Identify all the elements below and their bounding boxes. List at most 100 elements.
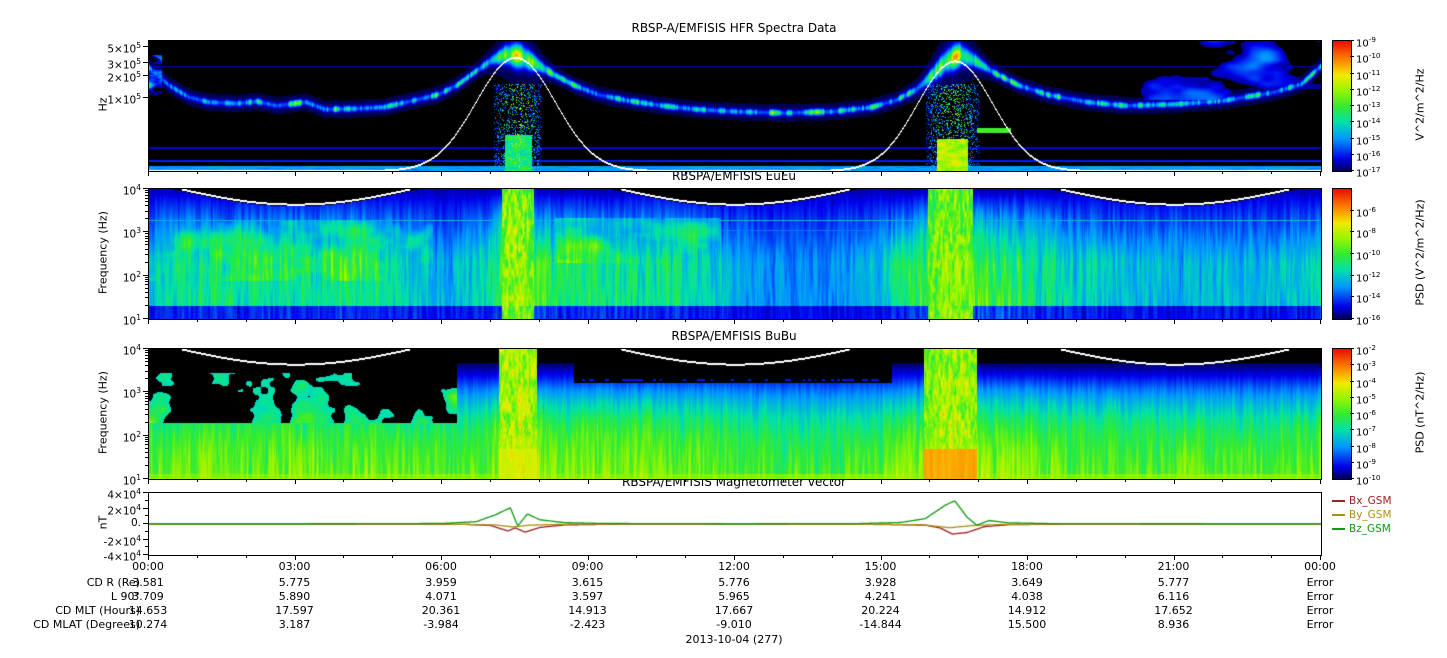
- colorbar-tick-label: 10-17: [1356, 165, 1381, 180]
- y-minor-tick: [145, 304, 148, 306]
- time-tick-mark: [489, 479, 491, 482]
- time-tick-label: 06:00: [425, 560, 457, 573]
- time-tick-mark: [978, 171, 980, 174]
- y-minor-tick: [145, 378, 148, 380]
- orbit-row-value: 10.274: [128, 618, 168, 631]
- colorbar-tick-label: 10-5: [1356, 391, 1376, 407]
- time-tick-mark: [1075, 319, 1077, 322]
- y-tick-label: 3×105: [107, 57, 141, 72]
- orbit-row-value: 8.936: [1157, 618, 1190, 631]
- y-minor-tick: [145, 530, 148, 532]
- y-tick-mark: [143, 231, 148, 233]
- time-tick-mark: [1027, 319, 1028, 324]
- time-tick-mark: [1320, 555, 1321, 560]
- orbit-row-value: Error: [1306, 576, 1334, 589]
- y-tick-mark: [143, 434, 148, 436]
- y-minor-tick: [145, 515, 148, 517]
- colorbar-tick-mark: [1350, 88, 1354, 90]
- orbit-row-value: 4.241: [864, 590, 897, 603]
- y-minor-tick: [145, 253, 148, 255]
- y-minor-tick: [145, 291, 148, 293]
- y-minor-tick: [145, 357, 148, 359]
- y-tick-label: 104: [122, 183, 141, 198]
- colorbar-tick-label: 10-16: [1356, 313, 1381, 328]
- bubu-colorbar: [1332, 348, 1352, 480]
- y-minor-tick: [145, 444, 148, 446]
- colorbar-tick-mark: [1350, 429, 1354, 431]
- y-tick-mark: [143, 478, 148, 479]
- y-minor-tick: [145, 189, 148, 191]
- time-tick-mark: [538, 479, 540, 482]
- y-tick-mark: [143, 523, 148, 524]
- y-tick-mark: [143, 74, 148, 76]
- time-tick-mark: [880, 555, 882, 560]
- y-minor-tick: [145, 354, 148, 356]
- time-tick-label: 21:00: [1157, 560, 1190, 573]
- date-label: 2013-10-04 (277): [685, 633, 783, 646]
- time-tick-mark: [1027, 171, 1028, 176]
- colorbar-tick-label: 10-12: [1356, 269, 1381, 285]
- time-tick-mark: [538, 555, 540, 558]
- time-tick-mark: [148, 319, 149, 324]
- y-tick-label: 102: [122, 269, 141, 285]
- time-tick-label: 03:00: [278, 560, 311, 573]
- y-tick-mark: [143, 492, 148, 493]
- eueu-spectrogram-canvas: [149, 189, 1321, 319]
- orbit-row-value: Error: [1306, 604, 1334, 617]
- time-tick-mark: [831, 555, 833, 558]
- y-minor-tick: [145, 276, 148, 278]
- time-tick-mark: [1222, 555, 1224, 558]
- colorbar-tick-label: 10-8: [1356, 226, 1376, 241]
- y-tick-mark: [143, 554, 148, 555]
- time-tick-mark: [1027, 479, 1028, 484]
- time-tick-mark: [831, 479, 833, 482]
- y-minor-tick: [145, 210, 148, 212]
- colorbar-tick-label: 10-3: [1356, 359, 1376, 374]
- time-tick-mark: [1075, 555, 1077, 558]
- time-tick-mark: [1124, 171, 1126, 174]
- colorbar-tick-label: 10-14: [1356, 291, 1381, 306]
- y-minor-tick: [145, 361, 148, 363]
- orbit-row-value: Error: [1306, 618, 1334, 631]
- time-tick-mark: [929, 171, 931, 174]
- y-tick-label: 2×105: [107, 69, 141, 85]
- y-minor-tick: [145, 546, 148, 548]
- time-tick-mark: [929, 479, 931, 482]
- colorbar-tick-label: 10-7: [1356, 424, 1376, 439]
- y-tick-label: 101: [122, 313, 141, 328]
- colorbar-tick-label: 10-12: [1356, 83, 1381, 99]
- orbit-row-value: 4.071: [425, 590, 457, 603]
- colorbar-tick-label: 10-10: [1356, 473, 1381, 488]
- y-minor-tick: [145, 205, 148, 207]
- time-tick-mark: [978, 555, 980, 558]
- time-tick-mark: [831, 319, 833, 322]
- y-minor-tick: [145, 218, 148, 220]
- time-tick-label: 18:00: [1011, 560, 1043, 573]
- eueu-spectrogram-panel: [148, 188, 1322, 320]
- orbit-row-value: 3.597: [571, 590, 604, 603]
- y-tick-mark: [143, 391, 148, 393]
- time-tick-mark: [1075, 479, 1077, 482]
- orbit-row-value: -9.010: [716, 618, 752, 631]
- colorbar-tick-mark: [1350, 137, 1354, 139]
- hfr-spectrogram-panel: [148, 40, 1322, 172]
- colorbar-tick-label: 10-9: [1356, 35, 1376, 50]
- y-minor-tick: [145, 464, 148, 466]
- orbit-row-value: -2.423: [569, 618, 606, 631]
- time-tick-label: 15:00: [864, 560, 897, 573]
- y-minor-tick: [145, 413, 148, 415]
- y-minor-tick: [145, 408, 148, 410]
- orbit-row-value: 4.038: [1011, 590, 1043, 603]
- panel-title-bubu: RBSPA/EMFISIS BuBu: [671, 329, 797, 343]
- y-tick-mark: [143, 45, 148, 47]
- y-tick-mark: [143, 507, 148, 509]
- y-minor-tick: [145, 248, 148, 250]
- y-minor-tick: [145, 395, 148, 397]
- time-tick-label: 12:00: [718, 560, 750, 573]
- y-tick-mark: [143, 348, 148, 349]
- y-tick-label: 102: [122, 429, 141, 445]
- time-tick-mark: [880, 479, 882, 484]
- legend-swatch: [1332, 514, 1345, 516]
- orbit-row-value: 17.597: [275, 604, 314, 617]
- time-tick-mark: [294, 171, 296, 176]
